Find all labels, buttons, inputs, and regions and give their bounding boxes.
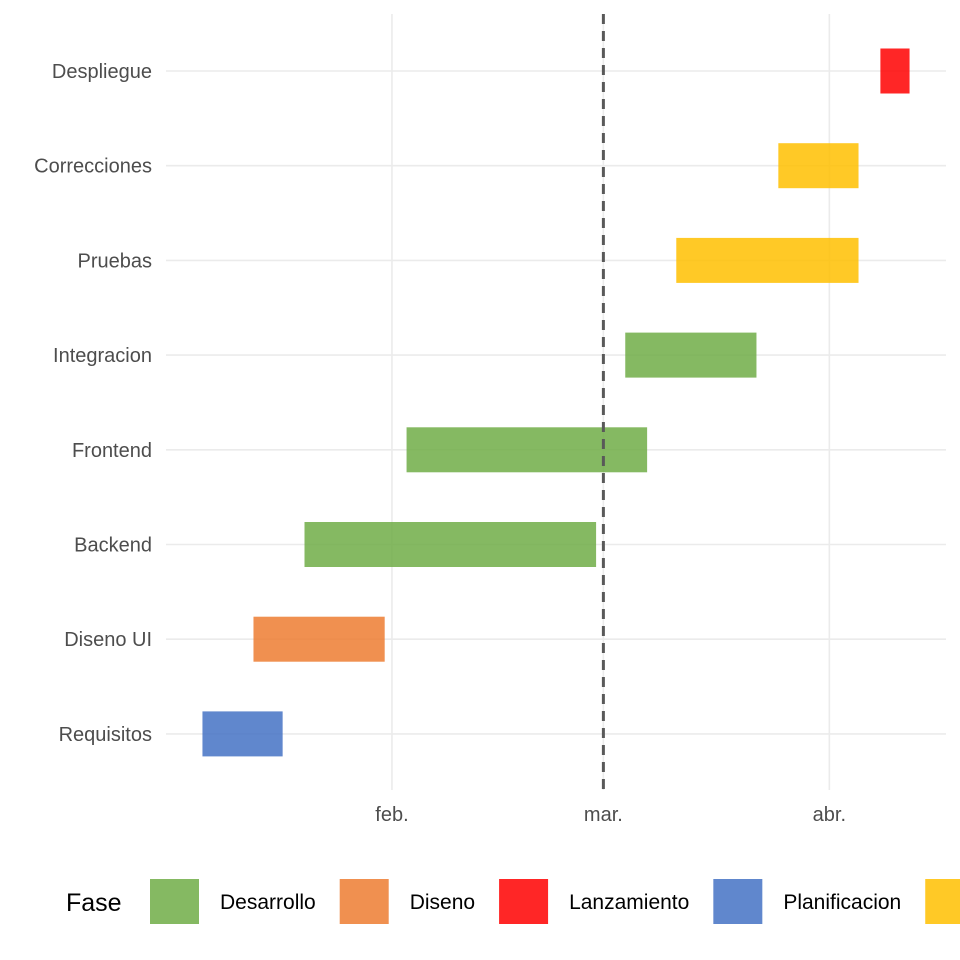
y-tick-label: Diseno UI xyxy=(64,629,152,651)
task-bar xyxy=(304,522,597,567)
y-axis-labels: Requisitos Diseno UI Backend Frontend Integr… xyxy=(34,61,152,746)
legend-label: Planificacion xyxy=(783,891,901,914)
y-tick-label: Requisitos xyxy=(59,724,152,746)
legend-label: Desarrollo xyxy=(220,891,316,914)
task-bar xyxy=(625,332,757,378)
legend-key xyxy=(713,879,763,924)
legend-key xyxy=(150,879,199,924)
legend-label: Diseno xyxy=(410,891,475,914)
y-tick-label: Despliegue xyxy=(52,61,152,83)
x-tick-label: feb. xyxy=(375,804,408,826)
task-bar xyxy=(880,48,910,94)
y-tick-label: Integracion xyxy=(53,345,152,367)
task-bar xyxy=(406,427,648,473)
y-tick-label: Backend xyxy=(74,535,152,557)
grid xyxy=(166,14,946,790)
x-axis-labels: feb. mar. abr. xyxy=(375,804,846,826)
task-bar xyxy=(253,616,385,662)
legend-title: Fase xyxy=(66,889,122,917)
legend-label: Lanzamiento xyxy=(569,891,689,914)
y-tick-label: Pruebas xyxy=(78,250,153,272)
legend-key xyxy=(925,879,960,924)
task-bar xyxy=(778,143,859,189)
legend-key xyxy=(499,879,549,924)
legend-key xyxy=(339,879,389,924)
x-tick-label: abr. xyxy=(813,804,846,826)
y-tick-label: Correcciones xyxy=(34,156,152,178)
legend: Fase Desarrollo Diseno Lanzamiento Planific… xyxy=(66,879,960,924)
task-bar xyxy=(676,237,859,283)
task-bar xyxy=(202,711,283,757)
y-tick-label: Frontend xyxy=(72,440,152,462)
x-tick-label: mar. xyxy=(584,804,623,826)
task-bars xyxy=(202,48,910,757)
